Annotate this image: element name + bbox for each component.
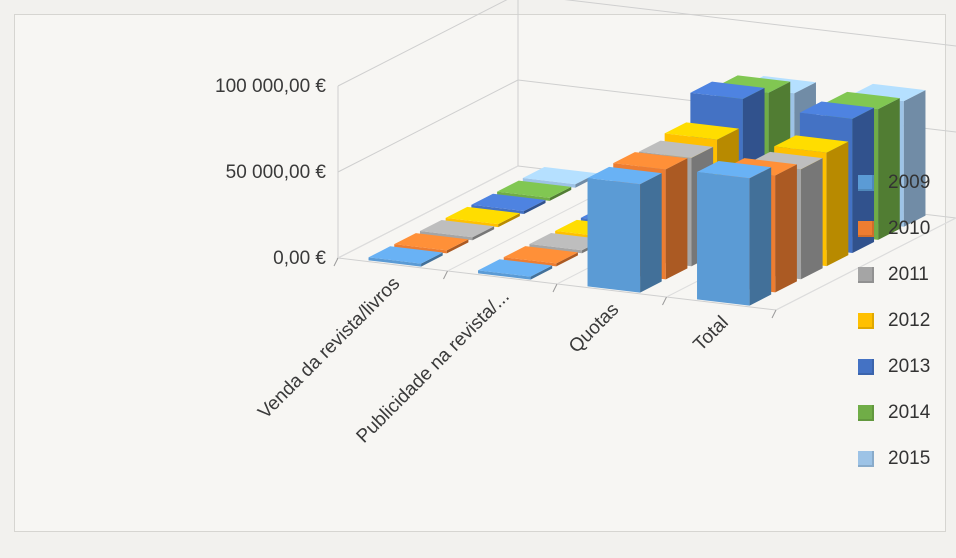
bar-top bbox=[503, 246, 578, 264]
legend-item: 2011 bbox=[858, 252, 948, 298]
y-tick-label: 0,00 € bbox=[273, 248, 326, 269]
bar-side bbox=[556, 252, 578, 267]
bar-2012-1 bbox=[445, 206, 520, 228]
legend-label: 2015 bbox=[888, 448, 931, 469]
bar-top bbox=[478, 259, 553, 277]
bar-side bbox=[749, 167, 772, 306]
bar-2009-1 bbox=[368, 246, 443, 267]
chart-legend: 2009 2010 2011 2012 2013 2014 2015 bbox=[858, 160, 948, 482]
x-tick bbox=[771, 309, 777, 319]
floor-division bbox=[337, 165, 519, 259]
legend-swatch bbox=[858, 359, 874, 375]
bar-side bbox=[498, 213, 520, 228]
bar-side bbox=[640, 173, 662, 293]
x-tick bbox=[552, 283, 558, 293]
bar-2009-2 bbox=[478, 259, 553, 280]
legend-swatch bbox=[858, 267, 874, 283]
bar-2011-1 bbox=[419, 220, 495, 241]
bar-side bbox=[421, 252, 443, 267]
bar-side bbox=[775, 164, 797, 293]
bar-top bbox=[587, 166, 662, 185]
bar-top bbox=[445, 206, 520, 225]
legend-swatch bbox=[858, 405, 874, 421]
bar-top bbox=[697, 161, 772, 179]
bar-top bbox=[394, 233, 469, 251]
bar-front bbox=[697, 172, 750, 306]
legend-swatch bbox=[858, 175, 874, 191]
x-tick bbox=[662, 296, 667, 306]
gridline-back bbox=[564, 0, 956, 47]
legend-item: 2013 bbox=[858, 344, 948, 390]
bar-top bbox=[497, 180, 572, 198]
bar-front bbox=[497, 191, 550, 201]
x-tick bbox=[443, 270, 448, 280]
bar-top bbox=[799, 101, 875, 119]
legend-label: 2014 bbox=[888, 402, 931, 423]
bar-side bbox=[446, 239, 469, 254]
bar-top bbox=[774, 135, 849, 153]
bar-top bbox=[690, 81, 765, 99]
bar-front bbox=[445, 217, 499, 228]
bar-side bbox=[472, 226, 495, 241]
bar-front bbox=[419, 231, 473, 241]
bar-front bbox=[471, 204, 524, 214]
legend-swatch bbox=[858, 451, 874, 467]
legend-item: 2012 bbox=[858, 298, 948, 344]
bar-front bbox=[368, 257, 422, 267]
bar-2009-3 bbox=[587, 166, 662, 293]
gridline-side bbox=[337, 79, 519, 173]
bar-side bbox=[523, 199, 546, 214]
bar-front bbox=[478, 270, 531, 280]
bar-2010-2 bbox=[503, 246, 578, 267]
x-tick-label: Quotas bbox=[565, 299, 623, 357]
bar-2009-4 bbox=[697, 161, 772, 306]
legend-item: 2014 bbox=[858, 390, 948, 436]
bar-side bbox=[826, 141, 849, 267]
x-tick bbox=[333, 257, 339, 267]
bar-2014-1 bbox=[497, 180, 572, 201]
bar-side bbox=[801, 158, 823, 280]
floor-division bbox=[775, 217, 956, 311]
bar-2013-1 bbox=[471, 193, 546, 214]
bar-top bbox=[522, 166, 597, 185]
bar-side bbox=[878, 98, 900, 240]
bar-top bbox=[471, 193, 546, 211]
bar-front bbox=[522, 178, 576, 188]
legend-item: 2015 bbox=[858, 436, 948, 482]
legend-item: 2010 bbox=[858, 206, 948, 252]
legend-label: 2012 bbox=[888, 310, 931, 331]
legend-label: 2011 bbox=[888, 264, 929, 285]
bar-side bbox=[530, 265, 553, 280]
x-tick-label: Venda da revista/livros bbox=[254, 273, 404, 423]
legend-item: 2009 bbox=[858, 160, 948, 206]
legend-swatch bbox=[858, 221, 874, 237]
bar-2010-1 bbox=[394, 233, 469, 254]
chart-grid bbox=[333, 0, 956, 319]
bar-side bbox=[665, 158, 688, 280]
y-tick-label: 100 000,00 € bbox=[215, 76, 326, 97]
bar-top bbox=[638, 140, 714, 158]
legend-label: 2013 bbox=[888, 356, 931, 377]
gridline-side bbox=[337, 0, 508, 87]
bar-front bbox=[394, 244, 447, 254]
chart-bars bbox=[368, 75, 926, 306]
x-tick-label: Total bbox=[690, 312, 733, 355]
legend-swatch bbox=[858, 313, 874, 329]
legend-label: 2010 bbox=[888, 218, 931, 239]
bar-front bbox=[529, 244, 583, 254]
bar-side bbox=[549, 186, 572, 201]
bar-top bbox=[419, 220, 495, 238]
bar-side bbox=[903, 90, 926, 227]
legend-label: 2009 bbox=[888, 172, 931, 193]
bar-top bbox=[664, 122, 739, 140]
bar-front bbox=[587, 177, 641, 293]
bar-front bbox=[503, 257, 557, 267]
bar-top bbox=[613, 152, 688, 170]
bar-top bbox=[368, 246, 443, 264]
bar-top bbox=[529, 233, 604, 251]
y-tick-label: 50 000,00 € bbox=[226, 162, 327, 183]
